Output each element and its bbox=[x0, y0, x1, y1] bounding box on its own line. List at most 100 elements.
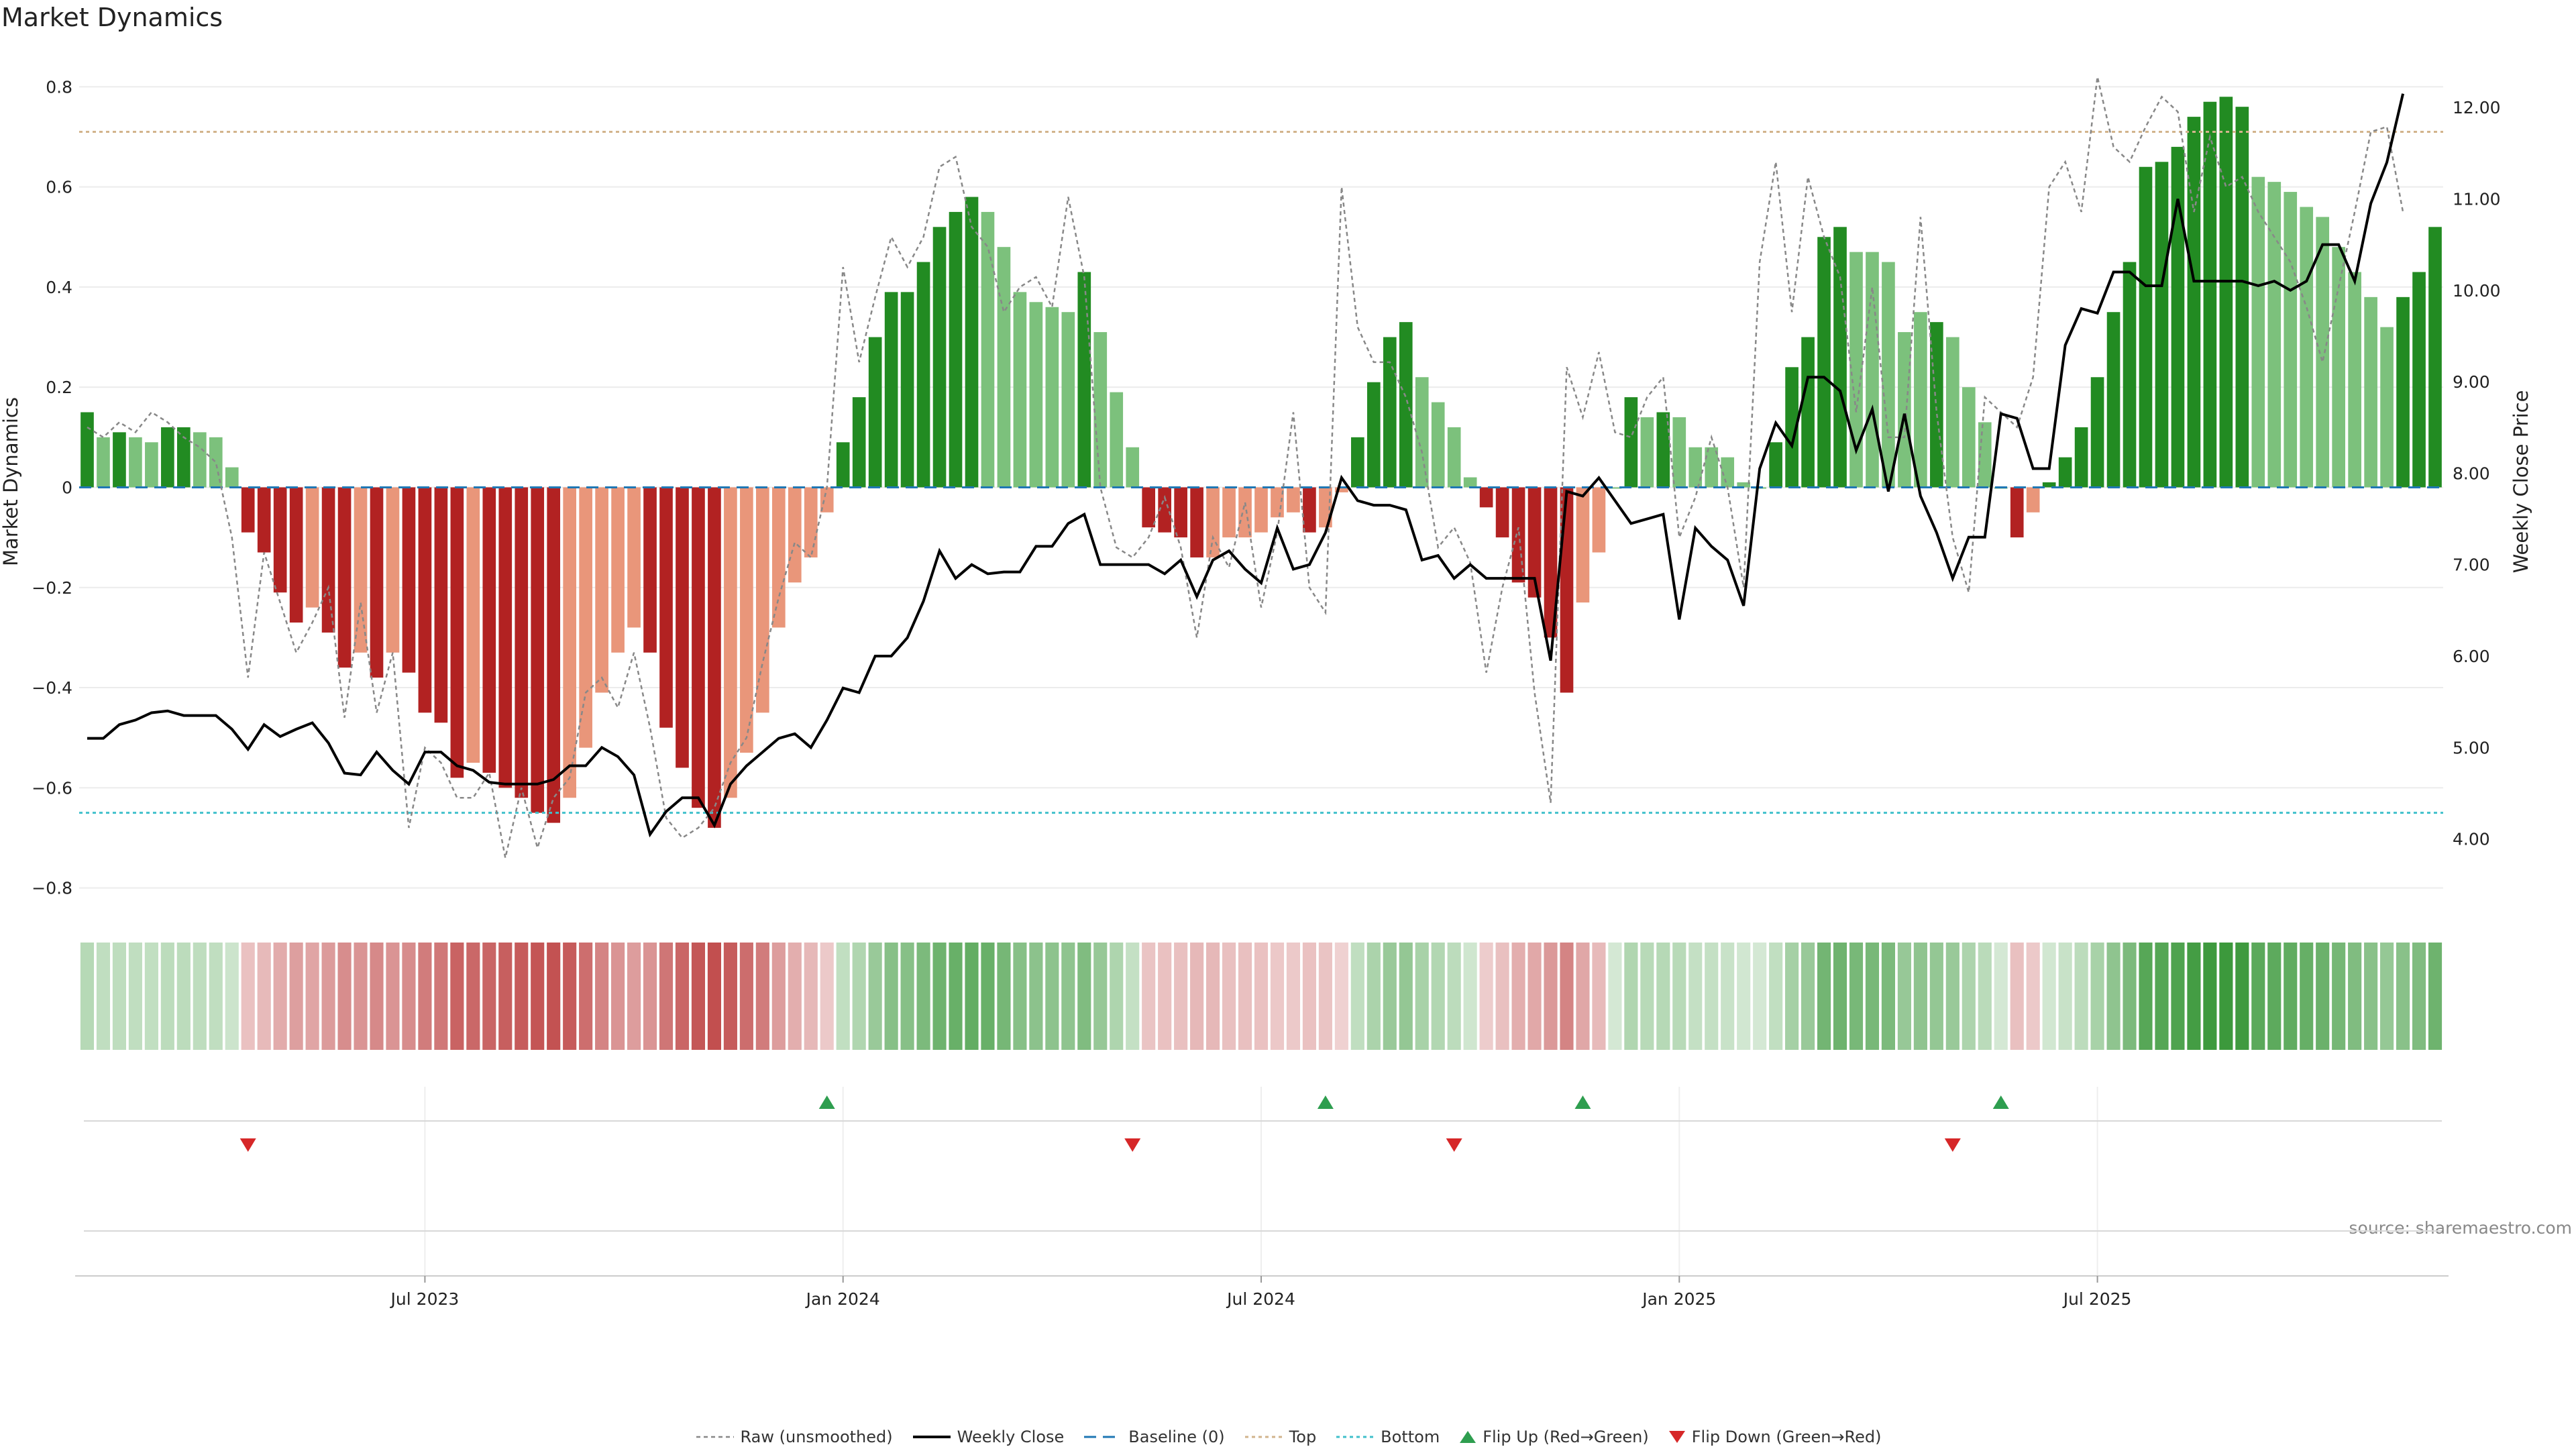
bar bbox=[2042, 482, 2056, 488]
bar bbox=[1866, 252, 1879, 488]
y-tick-label: 0.2 bbox=[46, 378, 72, 397]
heat-cell bbox=[80, 943, 95, 1050]
heat-cell bbox=[1833, 943, 1847, 1050]
heat-cell bbox=[932, 943, 947, 1050]
legend-item-baseline: Baseline (0) bbox=[1083, 1427, 1225, 1446]
bar bbox=[402, 487, 416, 673]
heat-cell bbox=[176, 943, 191, 1050]
bar bbox=[113, 432, 126, 488]
bar bbox=[1271, 487, 1284, 518]
bar bbox=[482, 487, 496, 773]
heat-cell bbox=[2300, 943, 2314, 1050]
heat-cell bbox=[1029, 943, 1043, 1050]
bar bbox=[708, 487, 721, 828]
bar bbox=[788, 487, 802, 583]
heat-cell bbox=[1737, 943, 1751, 1050]
y2-tick-label: 6.00 bbox=[2453, 647, 2490, 666]
bar bbox=[900, 292, 914, 488]
bar bbox=[1222, 487, 1236, 538]
heat-cell bbox=[482, 943, 496, 1050]
bar bbox=[2396, 297, 2410, 488]
weekly-close-line bbox=[87, 93, 2405, 838]
flip-down-marker bbox=[1944, 1138, 1961, 1152]
bar bbox=[627, 487, 641, 628]
bar bbox=[305, 487, 319, 608]
bar bbox=[2155, 162, 2169, 488]
bar bbox=[692, 487, 705, 808]
raw-series-line bbox=[87, 76, 2404, 859]
bar bbox=[1479, 487, 1493, 508]
bar bbox=[1351, 437, 1364, 488]
heat-cell bbox=[289, 943, 303, 1050]
bar bbox=[450, 487, 464, 778]
y2-tick-label: 9.00 bbox=[2453, 372, 2490, 392]
legend-swatch bbox=[912, 1435, 951, 1438]
bar bbox=[965, 197, 979, 488]
legend-item-close: Weekly Close bbox=[912, 1427, 1064, 1446]
bar bbox=[2074, 427, 2088, 488]
heat-cell bbox=[1206, 943, 1220, 1050]
chart-legend: Raw (unsmoothed) Weekly Close Baseline (0)… bbox=[0, 1426, 2576, 1446]
heat-cell bbox=[2396, 943, 2410, 1050]
heat-cell bbox=[1254, 943, 1269, 1050]
bar bbox=[1849, 252, 1863, 488]
bar bbox=[1495, 487, 1509, 538]
legend-swatch bbox=[1336, 1436, 1375, 1438]
bar bbox=[1721, 457, 1735, 488]
heat-cell bbox=[2364, 943, 2378, 1050]
bar bbox=[997, 247, 1011, 488]
heat-cell bbox=[305, 943, 319, 1050]
heat-cell bbox=[2074, 943, 2088, 1050]
heat-cell bbox=[691, 943, 706, 1050]
bar bbox=[611, 487, 625, 653]
bar bbox=[1206, 487, 1220, 557]
bar bbox=[1077, 272, 1091, 488]
heat-cell bbox=[723, 943, 737, 1050]
heat-cell bbox=[1415, 943, 1429, 1050]
heat-cell bbox=[1801, 943, 1815, 1050]
bar bbox=[1126, 447, 1140, 488]
bar bbox=[1254, 487, 1268, 533]
bar bbox=[1366, 382, 1381, 488]
heat-cell bbox=[434, 943, 448, 1050]
bar bbox=[595, 487, 608, 693]
heat-cell bbox=[820, 943, 834, 1050]
bar bbox=[579, 487, 592, 748]
bar bbox=[145, 442, 158, 488]
heat-cell bbox=[1013, 943, 1027, 1050]
heat-cell bbox=[498, 943, 513, 1050]
bar bbox=[1688, 447, 1703, 488]
heat-cell bbox=[1061, 943, 1075, 1050]
heat-cell bbox=[354, 943, 368, 1050]
heat-cell bbox=[1592, 943, 1606, 1050]
heat-cell bbox=[1447, 943, 1461, 1050]
legend-item-bottom: Bottom bbox=[1335, 1427, 1440, 1446]
flip-down-marker bbox=[1446, 1138, 1462, 1152]
bar bbox=[2316, 217, 2330, 488]
heat-cell bbox=[1962, 943, 1976, 1050]
heat-cell bbox=[755, 943, 769, 1050]
bar bbox=[740, 487, 753, 753]
bar bbox=[1640, 417, 1654, 488]
bar bbox=[1769, 442, 1782, 488]
bar bbox=[1544, 487, 1558, 638]
heat-cell bbox=[1190, 943, 1204, 1050]
bar bbox=[1705, 447, 1719, 488]
heat-cell bbox=[1383, 943, 1397, 1050]
bar bbox=[1801, 337, 1815, 488]
bar bbox=[884, 292, 898, 488]
heat-cell bbox=[916, 943, 930, 1050]
heat-cell bbox=[1222, 943, 1236, 1050]
heat-cell bbox=[1929, 943, 1943, 1050]
heat-cell bbox=[997, 943, 1011, 1050]
legend-item-flip-up: Flip Up (Red→Green) bbox=[1458, 1427, 1649, 1446]
heat-cell bbox=[595, 943, 609, 1050]
bar bbox=[515, 487, 529, 798]
heat-cell bbox=[900, 943, 914, 1050]
heat-cell bbox=[1688, 943, 1703, 1050]
bar bbox=[724, 487, 737, 798]
heat-cell bbox=[1142, 943, 1156, 1050]
bar bbox=[1946, 337, 1960, 488]
bar bbox=[756, 487, 769, 713]
bar bbox=[2187, 117, 2201, 488]
